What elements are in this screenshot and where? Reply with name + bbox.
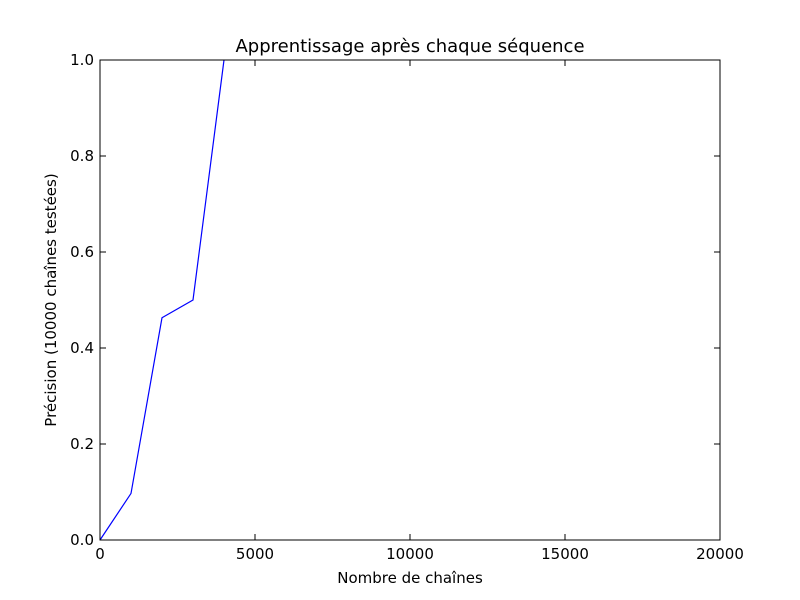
x-tick-label: 5000 <box>236 545 274 563</box>
x-tick-label: 0 <box>95 545 105 563</box>
y-tick-label: 0.0 <box>70 531 94 549</box>
x-axis: 0 5000 10000 15000 20000 <box>95 60 744 563</box>
chart-title: Apprentissage après chaque séquence <box>235 36 584 57</box>
y-tick-label: 1.0 <box>70 51 94 69</box>
x-axis-label: Nombre de chaînes <box>337 569 483 587</box>
x-tick-label: 10000 <box>386 545 434 563</box>
x-tick-label: 20000 <box>696 545 744 563</box>
x-tick-label: 15000 <box>541 545 589 563</box>
y-tick-label: 0.4 <box>70 339 94 357</box>
series-line-0 <box>99 59 225 541</box>
y-tick-label: 0.6 <box>70 243 94 261</box>
y-axis: 0.0 0.2 0.4 0.6 0.8 1.0 <box>70 51 720 549</box>
plot-area <box>99 59 225 541</box>
y-axis-label: Précision (10000 chaînes testées) <box>42 173 60 426</box>
y-tick-label: 0.2 <box>70 435 94 453</box>
y-tick-label: 0.8 <box>70 147 94 165</box>
